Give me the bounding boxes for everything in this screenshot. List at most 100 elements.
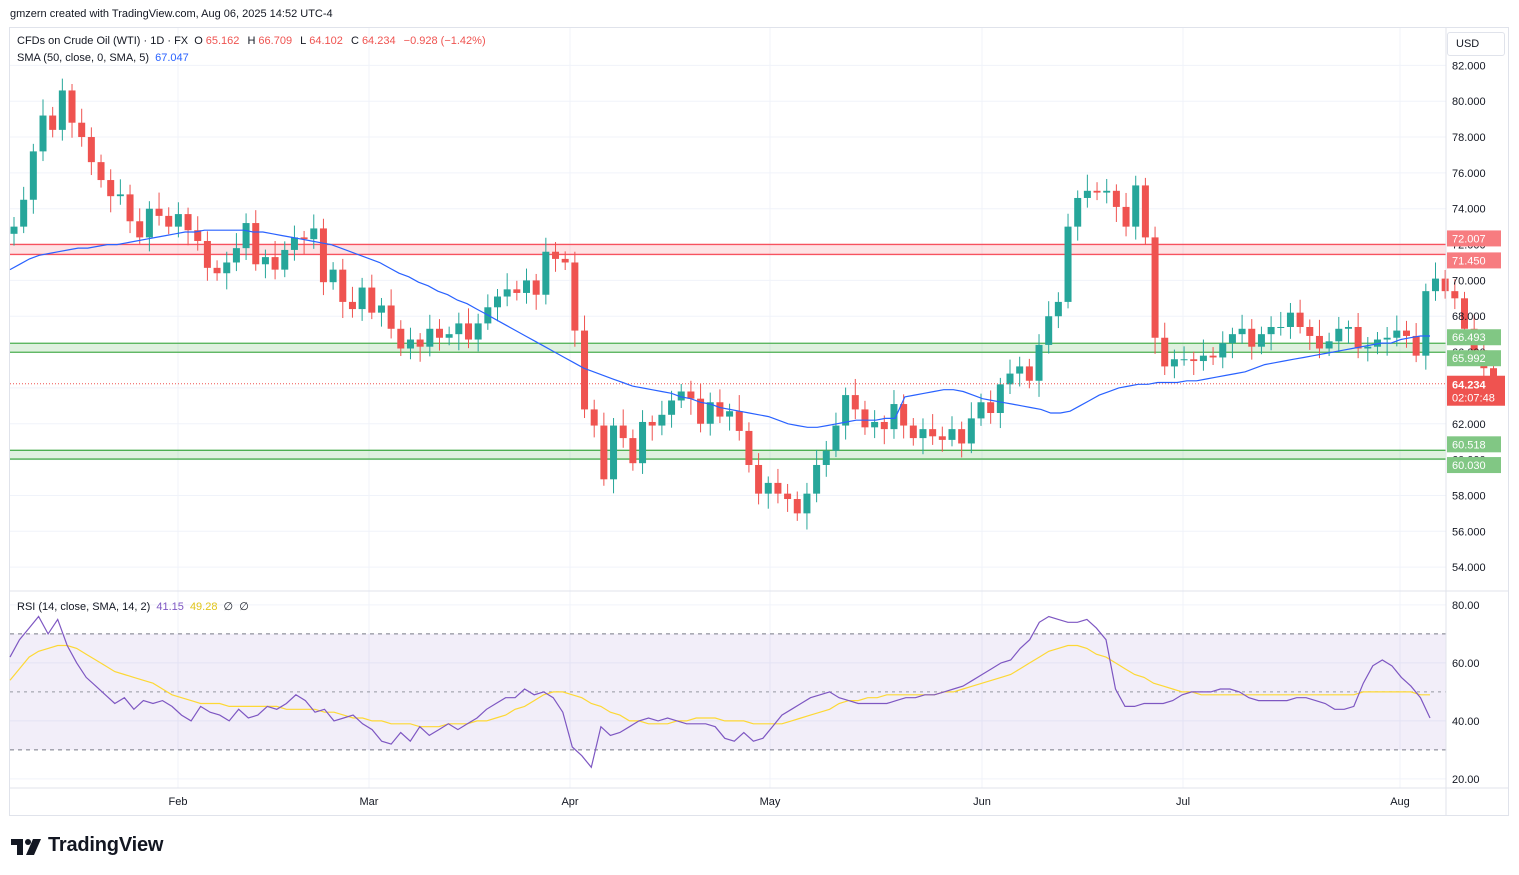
candle-body: [1132, 185, 1140, 227]
candle-body: [1248, 328, 1256, 347]
candle-body: [1074, 197, 1082, 227]
candle-body: [813, 464, 821, 494]
candle-body: [552, 251, 560, 259]
price-tick-label: 56.000: [1452, 526, 1486, 538]
candle-body: [184, 214, 192, 231]
candle-body: [232, 248, 240, 263]
candles-layer: [10, 78, 1498, 530]
candle-body: [880, 421, 888, 430]
candle-body: [252, 223, 260, 265]
candle-body: [416, 339, 424, 347]
time-tick-label: Feb: [169, 796, 188, 808]
candle-body: [445, 334, 453, 338]
candle-body: [803, 493, 811, 514]
candle-body: [726, 411, 734, 417]
chart-frame[interactable]: [9, 27, 1509, 816]
legend-main: CFDs on Crude Oil (WTI) · 1D · FX O 65.16…: [17, 35, 489, 47]
candle-body: [861, 409, 869, 428]
candle-body: [909, 425, 917, 439]
candle-body: [1199, 355, 1207, 362]
candle-body: [78, 122, 86, 138]
candle-body: [871, 421, 879, 428]
legend-open-label: O: [194, 35, 203, 47]
price-tick-label: 70.000: [1452, 275, 1486, 287]
candle-body: [919, 429, 927, 439]
candle-body: [1344, 326, 1352, 329]
candle-body: [1306, 326, 1314, 336]
sma-layer: [9, 229, 1430, 428]
tradingview-logo[interactable]: TradingView: [11, 834, 163, 857]
price-tick-label: 58.000: [1452, 490, 1486, 502]
currency-selector[interactable]: USD: [1447, 32, 1505, 56]
candle-body: [890, 404, 898, 430]
resistance-zone-label-bg: [1447, 252, 1501, 269]
candle-body: [735, 411, 743, 431]
candle-body: [822, 450, 830, 465]
candle-body: [1315, 335, 1323, 349]
candle-body: [455, 323, 463, 335]
candle-body: [600, 425, 608, 480]
support-zone-label-bg: [1447, 329, 1501, 346]
candle-body: [1393, 330, 1401, 338]
time-tick-label: May: [760, 796, 781, 808]
candle-body: [107, 180, 115, 197]
time-tick-label: Jul: [1176, 796, 1190, 808]
candle-body: [1228, 334, 1236, 344]
time-tick-label: Mar: [360, 796, 379, 808]
candle-body: [1422, 291, 1430, 356]
legend-rsi[interactable]: RSI (14, close, SMA, 14, 2) 41.15 49.28 …: [17, 600, 252, 613]
legend-sma[interactable]: SMA (50, close, 0, SMA, 5) 67.047: [17, 52, 192, 64]
candle-body: [271, 257, 279, 270]
legend-close-label: C: [350, 35, 359, 47]
candle-body: [1296, 312, 1304, 327]
candle-body: [397, 328, 405, 349]
candle-body: [513, 289, 521, 293]
candle-body: [842, 395, 850, 426]
candle-body: [639, 421, 647, 464]
candle-body: [542, 251, 550, 295]
rsi-tick-label: 20.00: [1452, 774, 1480, 786]
candle-body: [1461, 298, 1468, 329]
candle-body: [1006, 373, 1014, 385]
candle-body: [1064, 226, 1072, 302]
candle-body: [29, 151, 37, 200]
candle-body: [1441, 278, 1449, 292]
candle-body: [377, 305, 385, 313]
candle-body: [774, 482, 782, 494]
sma-line: [9, 229, 1430, 428]
legend-rsi-label: RSI (14, close, SMA, 14, 2): [17, 601, 151, 613]
candle-body: [1431, 278, 1439, 292]
candle-body: [716, 402, 724, 417]
support-zone-label: 60.518: [1452, 439, 1486, 451]
rsi-layer: [9, 615, 1446, 769]
support-zone-label: 60.030: [1452, 460, 1486, 472]
candle-body: [58, 90, 66, 130]
candle-body: [1045, 316, 1053, 345]
candle-body: [290, 237, 298, 250]
candle-body: [503, 289, 511, 297]
candle-body: [648, 421, 656, 426]
candle-body: [242, 223, 250, 249]
candle-body: [1383, 337, 1391, 340]
candle-body: [1016, 366, 1024, 374]
resistance-zone: [10, 244, 1446, 255]
legend-high: 66.709: [258, 35, 293, 47]
candle-body: [619, 425, 627, 439]
candle-body: [687, 391, 695, 399]
candle-body: [658, 414, 666, 426]
candle-body: [464, 323, 472, 340]
legend-symbol[interactable]: CFDs on Crude Oil (WTI) · 1D · FX: [17, 35, 189, 47]
last-price-label-bg: [1447, 375, 1505, 406]
support-zone: [10, 343, 1446, 353]
support-zone: [10, 450, 1446, 460]
candle-body: [784, 493, 792, 500]
price-tick-label: 74.000: [1452, 204, 1486, 216]
candle-body: [68, 90, 76, 123]
legend-low-label: L: [300, 35, 307, 47]
legend-high-label: H: [247, 35, 256, 47]
candle-body: [261, 257, 269, 265]
time-tick-label: Apr: [561, 796, 578, 808]
rsi-line: [9, 615, 1431, 769]
candle-body: [629, 438, 637, 464]
